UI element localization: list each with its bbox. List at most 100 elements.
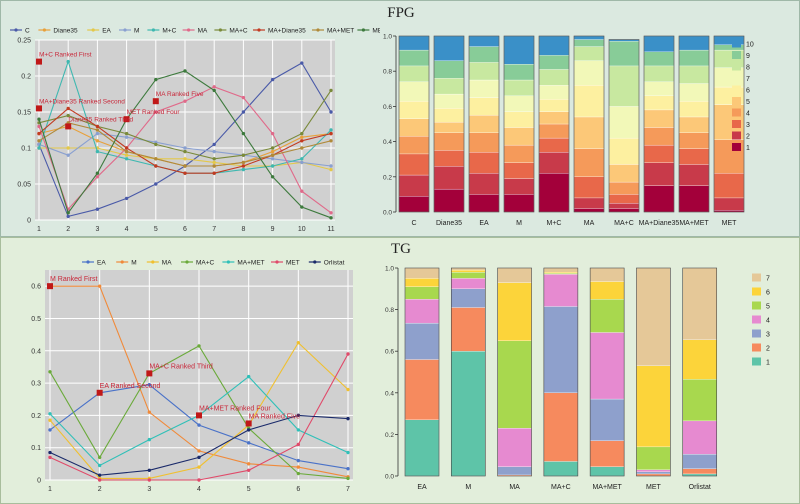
data-point-M [212,149,216,154]
data-point-EA [124,153,129,157]
bar-outline-MA+MET [589,267,625,477]
bar-segment-MA+MET-8 [678,65,710,84]
bar-segment-M-5 [503,127,535,146]
data-point-MA [270,131,275,136]
bar-segment-MA+C-3 [543,306,579,393]
bar-outline-MET [713,35,745,213]
y-tick-label: 0.2 [31,413,41,420]
fpg-line-chart: 1 2 3 4 5 6 7 8 9 10 11 0 0.05 0.1 0.15 0.2 0.25 C Diane35… [10,28,380,233]
data-point-C [124,196,129,201]
data-point-EA [66,146,70,150]
data-point-MA [241,95,246,100]
y-tick-label: 0.4 [385,390,394,397]
legend-swatch-5 [732,97,741,105]
data-point-C [66,214,70,219]
legend-label-MA+C: MA+C [229,28,248,35]
bar-segment-MA-8 [573,46,605,61]
data-point-M+C [124,157,129,161]
data-point-MA+Diane35 [241,164,246,168]
bar-segment-MA+Diane35-3 [643,144,675,163]
annotation-marker [36,58,42,65]
data-point-M+C [300,157,304,161]
legend-marker-MA [187,28,191,32]
bar-segment-C-4 [398,136,430,155]
data-point-MET [97,478,102,482]
x-tick-label: 4 [197,486,201,493]
y-tick-label: 0.6 [31,284,41,291]
legend-label-4: 4 [746,111,750,118]
bar-segment-MA+MET-9 [678,49,710,67]
bar-segment-M-6 [451,269,486,273]
bar-segment-M+C-9 [538,55,570,70]
data-point-MA+C [346,476,350,481]
bar-segment-MA+MET-4 [589,332,625,400]
data-point-MA [48,418,52,422]
bar-segment-MA+MET-2 [678,164,710,186]
legend-swatch-4 [752,315,761,324]
data-point-Orlistat [97,473,102,477]
y-tick-label: 0.15 [17,110,31,117]
bar-segment-M+C-4 [538,123,570,139]
bar-segment-Diane35-1 [433,188,465,213]
data-point-MET [270,175,275,179]
annotation-label: MA+C Ranked Third [149,363,213,370]
x-tick-label: EA [417,484,427,491]
bar-segment-M-9 [503,64,535,81]
bar-segment-MA+MET-7 [678,83,710,102]
bar-segment-MA+MET-7 [589,267,625,282]
fpg-title: FPG [387,5,415,21]
data-point-EA [212,160,216,165]
legend-label-MET: MET [372,28,380,35]
data-point-MA+MET [300,146,304,150]
annotation-marker [65,123,72,130]
bar-segment-MA+C-3 [608,194,640,204]
data-point-MA+MET [346,450,350,455]
bar-segment-C-8 [398,65,430,82]
bar-segment-EA-10 [468,35,500,47]
bar-segment-MA-1 [573,208,605,213]
data-point-Orlistat [197,455,201,460]
bar-segment-Diane35-3 [433,150,465,167]
bar-segment-MA+C-6 [543,272,579,274]
data-point-M+C [66,59,70,64]
y-tick-label: 0.6 [385,349,394,356]
bar-segment-M+C-3 [538,137,570,153]
bar-segment-M-3 [451,288,486,308]
legend-marker-M+C [151,28,155,32]
legend-label-MA+MET: MA+MET [237,260,264,267]
data-point-C [95,207,100,211]
bar-segment-MA+Diane35-2 [643,162,675,186]
legend-label-5: 5 [746,99,750,106]
x-tick-label: MET [722,220,738,227]
bar-segment-M+C-7 [538,85,570,100]
legend-marker-MA+C [218,28,222,32]
bar-segment-MA+MET-2 [589,440,625,467]
legend-label-MA+C: MA+C [196,260,215,267]
data-point-C [212,142,216,147]
legend-marker-C [14,28,18,32]
y-tick-label: 0.5 [31,316,41,323]
legend-swatch-1 [752,357,761,366]
legend-swatch-3 [732,120,741,128]
bar-segment-EA-7 [404,267,440,279]
y-tick-label: 0.2 [385,432,394,439]
y-tick-label: 0 [27,218,31,225]
bar-segment-MET-3 [713,173,745,199]
bar-segment-C-5 [398,118,430,137]
data-point-MA+C [97,455,102,460]
legend-swatch-2 [752,343,761,352]
legend-marker-MA+MET [316,28,320,32]
data-point-EA [296,458,301,463]
data-point-EA [147,382,152,387]
data-point-MA+MET [183,164,187,168]
x-tick-label: 11 [327,226,334,233]
data-point-MA [329,211,333,215]
legend-label-10: 10 [746,42,754,49]
y-tick-label: 0.2 [21,74,31,81]
bar-segment-EA-6 [404,278,440,287]
bar-segment-MA-3 [573,176,605,199]
data-point-MA+C [66,113,70,118]
data-point-EA [246,441,251,445]
tg-stacked-bar-chart: 0.0 0.2 0.4 0.6 0.8 1.0 EA M MA MA+C MA+MET MET Orli… [385,266,770,492]
data-point-MA+Diane35 [300,139,304,143]
